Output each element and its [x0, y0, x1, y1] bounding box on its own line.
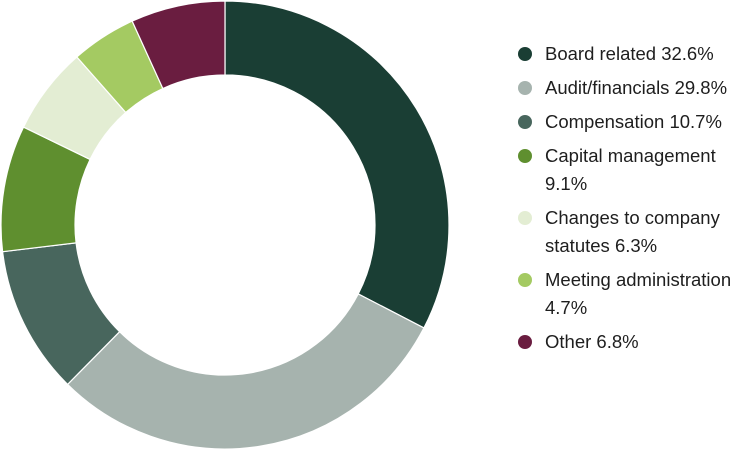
legend-percent: 6.8%: [596, 331, 639, 352]
legend-swatch: [518, 211, 532, 225]
legend-item: Board related 32.6%: [518, 40, 750, 68]
legend: Board related 32.6% Audit/financials 29.8…: [518, 40, 750, 362]
legend-label: Meeting administration: [545, 269, 732, 290]
legend-item: Changes to company statutes 6.3%: [518, 204, 750, 260]
legend-label: Capital management: [545, 145, 716, 166]
legend-item: Capital management 9.1%: [518, 142, 750, 198]
legend-percent: 10.7%: [669, 111, 722, 132]
slice-board-related: [224, 0, 450, 329]
legend-label: Compensation: [545, 111, 665, 132]
legend-swatch: [518, 47, 532, 61]
legend-percent: 32.6%: [661, 43, 714, 64]
legend-swatch: [518, 115, 532, 129]
legend-item: Other 6.8%: [518, 328, 750, 356]
legend-swatch: [518, 273, 532, 287]
donut-chart: [0, 0, 450, 450]
legend-swatch: [518, 335, 532, 349]
slice-other: [131, 0, 226, 90]
legend-swatch: [518, 149, 532, 163]
legend-label: Board related: [545, 43, 657, 64]
legend-label: Other: [545, 331, 592, 352]
legend-label: Changes to company statutes: [545, 207, 720, 256]
legend-percent: 6.3%: [614, 235, 658, 256]
legend-percent: 29.8%: [674, 77, 728, 98]
legend-swatch: [518, 81, 532, 95]
legend-percent: 9.1%: [545, 173, 588, 194]
legend-label: Audit/financials: [545, 77, 670, 98]
legend-item: Meeting administration 4.7%: [518, 266, 750, 322]
legend-item: Audit/financials 29.8%: [518, 74, 750, 102]
legend-percent: 4.7%: [545, 297, 588, 318]
slice-audit-financials: [66, 293, 425, 450]
legend-item: Compensation 10.7%: [518, 108, 750, 136]
